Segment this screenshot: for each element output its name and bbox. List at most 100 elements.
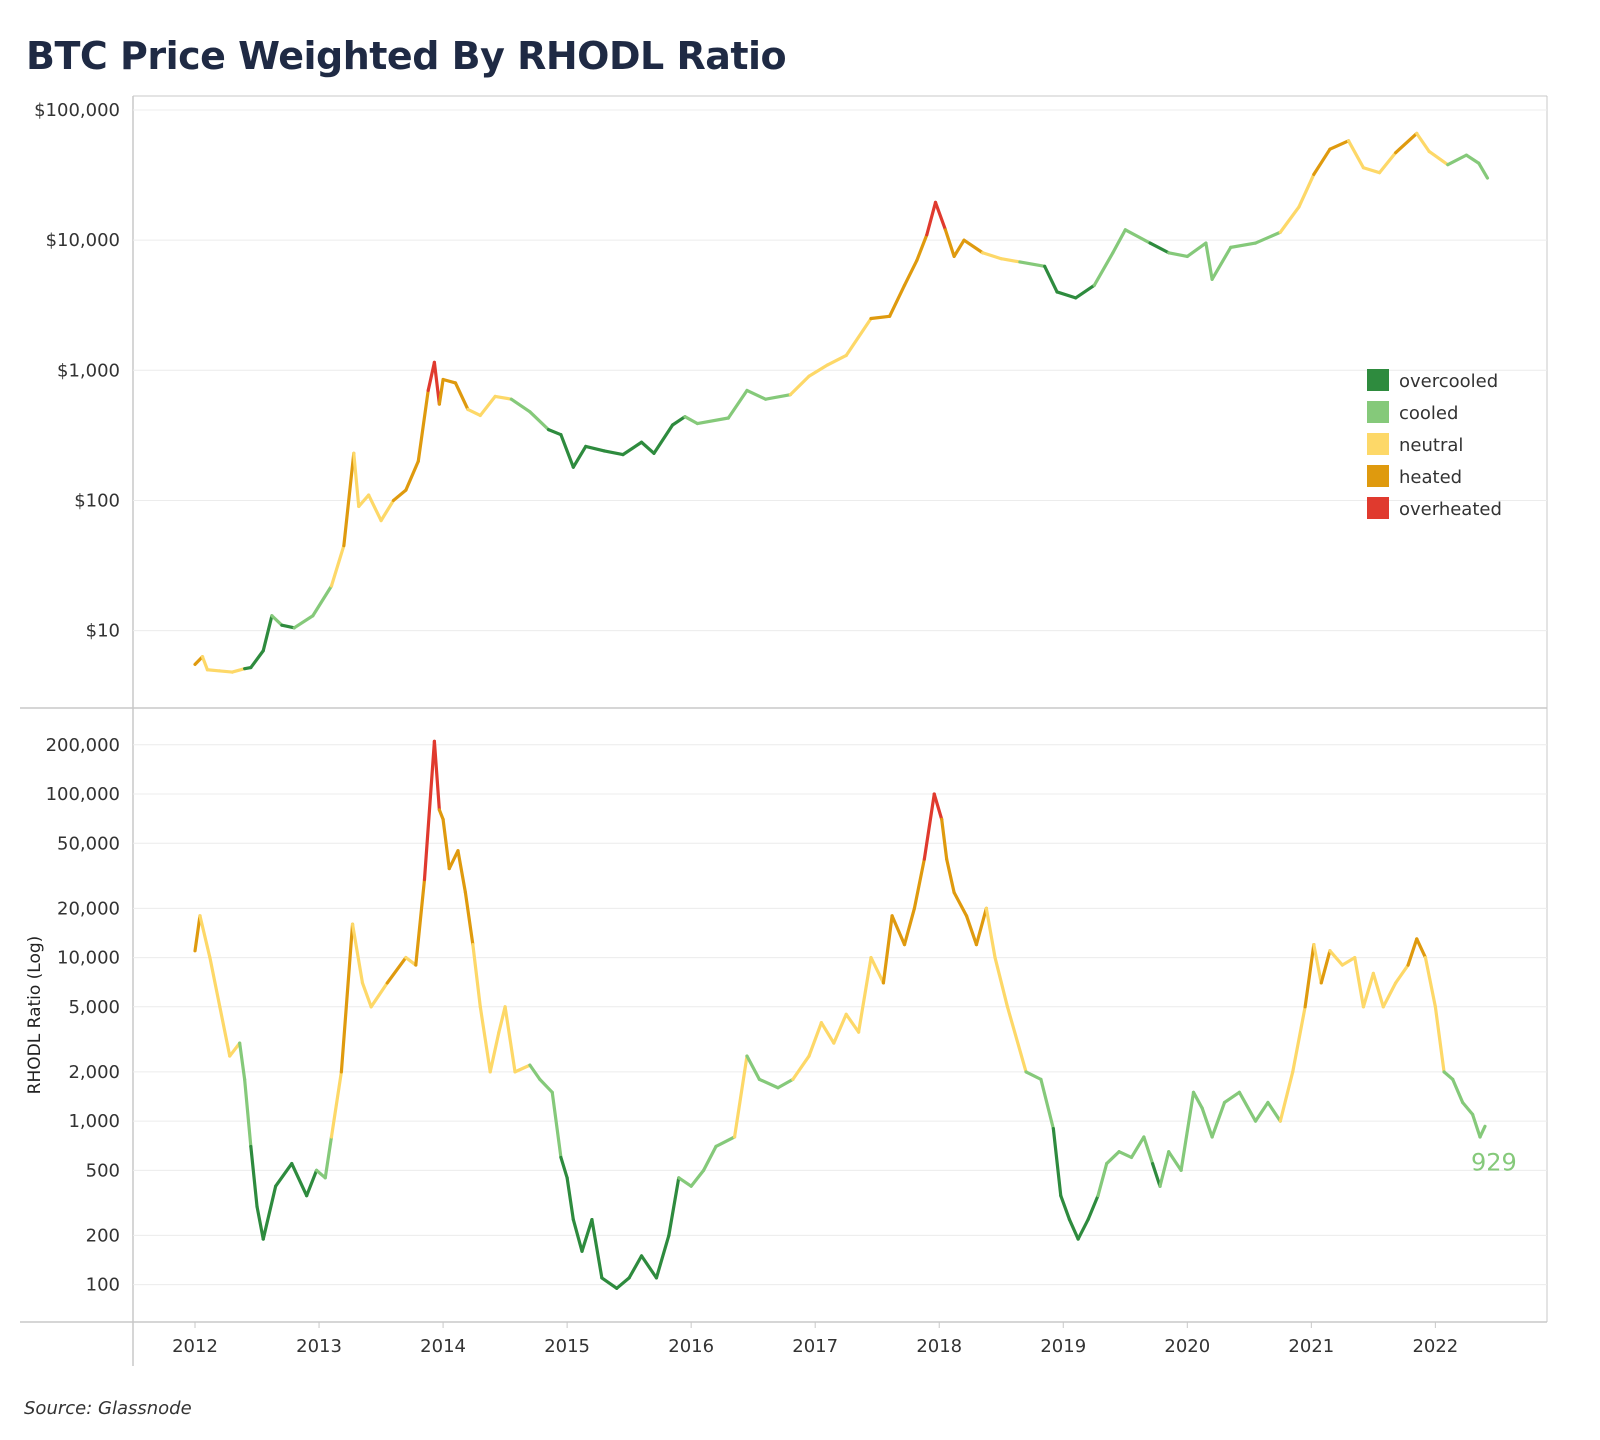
rhodl-line-segment bbox=[432, 739, 441, 812]
price-line-segment bbox=[1346, 139, 1366, 170]
rhodl-line-segment bbox=[1319, 949, 1332, 985]
rhodl-line-segment bbox=[1278, 1070, 1295, 1123]
price-line-segment bbox=[404, 459, 420, 492]
price-line-segment bbox=[933, 200, 948, 232]
rhodl-line-segment bbox=[1129, 1135, 1146, 1160]
rhodl-line-segment bbox=[677, 1176, 693, 1188]
rhodl-line-segment bbox=[274, 1161, 294, 1188]
price-line-segment bbox=[249, 649, 265, 670]
rhodl-line-segment bbox=[791, 1054, 811, 1081]
legend-swatch-cooled bbox=[1367, 401, 1389, 423]
rhodl-line-segment bbox=[993, 955, 1010, 1009]
rhodl-line-segment bbox=[844, 1012, 861, 1034]
price-line-segment bbox=[1148, 241, 1171, 255]
legend-label-overcooled: overcooled bbox=[1399, 371, 1498, 392]
price-line-segment bbox=[546, 428, 563, 437]
price-line-segment bbox=[329, 543, 346, 588]
rhodl-line-segment bbox=[1478, 1124, 1487, 1139]
x-tick-label: 2019 bbox=[1040, 1336, 1086, 1357]
price-line-segment bbox=[453, 381, 470, 412]
price-line-segment bbox=[902, 258, 919, 287]
price-line-segment bbox=[1278, 205, 1301, 234]
price-line-segment bbox=[1018, 260, 1047, 268]
rhodl-line-segment bbox=[1117, 1150, 1134, 1160]
rhodl-y-tick-label: 20,000 bbox=[57, 898, 120, 919]
rhodl-y-tick-label: 200,000 bbox=[46, 735, 120, 756]
rhodl-line-segment bbox=[1222, 1090, 1241, 1105]
rhodl-line-segment bbox=[1086, 1194, 1100, 1222]
rhodl-line-segment bbox=[1303, 943, 1316, 1009]
rhodl-line-segment bbox=[360, 981, 373, 1009]
rhodl-line-segment bbox=[218, 1005, 232, 1058]
price-line-segment bbox=[952, 238, 966, 259]
rhodl-line-segment bbox=[528, 1063, 542, 1081]
rhodl-line-segment bbox=[1451, 1077, 1465, 1105]
rhodl-line-segment bbox=[1433, 1005, 1446, 1074]
rhodl-line-segment bbox=[261, 1184, 278, 1241]
price-line-segment bbox=[1167, 251, 1189, 259]
price-line-segment bbox=[683, 415, 699, 426]
rhodl-line-segment bbox=[488, 1030, 501, 1074]
rhodl-line-segment bbox=[932, 792, 944, 821]
rhodl-line-segment bbox=[437, 808, 445, 821]
price-line-segment bbox=[1477, 161, 1490, 180]
price-line-segment bbox=[1043, 264, 1059, 294]
rhodl-line-segment bbox=[1381, 981, 1398, 1009]
price-line-segment bbox=[915, 233, 929, 262]
rhodl-line-segment bbox=[1051, 1127, 1063, 1198]
rhodl-line-segment bbox=[497, 1005, 507, 1034]
price-line-segment bbox=[670, 415, 687, 427]
rhodl-line-segment bbox=[832, 1012, 848, 1045]
price-line-segment bbox=[1464, 153, 1481, 165]
x-tick-label: 2014 bbox=[420, 1336, 466, 1357]
rhodl-line-segment bbox=[654, 1233, 671, 1280]
rhodl-line-segment bbox=[1361, 971, 1375, 1009]
price-line-segment bbox=[311, 584, 334, 618]
price-line-segment bbox=[1092, 251, 1115, 287]
price-line-segment bbox=[1229, 241, 1258, 249]
rhodl-line-segment bbox=[422, 739, 437, 882]
price-line-segment bbox=[925, 200, 938, 237]
price-line-segment bbox=[230, 667, 247, 674]
price-line-segment bbox=[1328, 139, 1351, 151]
rhodl-line-segment bbox=[1191, 1090, 1204, 1110]
price-line-segment bbox=[205, 668, 222, 673]
rhodl-line-segment bbox=[238, 1041, 247, 1081]
price-line-segment bbox=[639, 440, 656, 455]
price-line-segment bbox=[559, 433, 575, 469]
rhodl-line-segment bbox=[414, 877, 427, 967]
source-note: Source: Glassnode bbox=[24, 1398, 192, 1419]
rhodl-y-tick-label: 100 bbox=[86, 1275, 120, 1296]
price-line-segment bbox=[584, 444, 606, 453]
price-line-segment bbox=[695, 416, 730, 426]
price-line-segment bbox=[962, 238, 985, 255]
rhodl-line-segment bbox=[290, 1161, 309, 1198]
rhodl-line-segment bbox=[314, 1168, 327, 1180]
rhodl-y-axis-label: RHODL Ratio (Log) bbox=[25, 936, 45, 1095]
price-line-segment bbox=[571, 444, 588, 469]
price-line-segment bbox=[357, 493, 371, 509]
rhodl-line-segment bbox=[1371, 971, 1385, 1009]
price-line-segment bbox=[478, 394, 497, 418]
price-line-segment bbox=[788, 374, 811, 397]
rhodl-line-segment bbox=[615, 1276, 631, 1290]
price-line-segment bbox=[493, 394, 513, 401]
rhodl-line-segment bbox=[385, 955, 408, 985]
rhodl-line-segment bbox=[701, 1144, 718, 1172]
price-line-segment bbox=[602, 449, 625, 457]
rhodl-line-segment bbox=[1076, 1217, 1090, 1241]
rhodl-line-segment bbox=[964, 914, 979, 947]
price-y-tick-label: $100,000 bbox=[34, 100, 120, 121]
price-line-segment bbox=[509, 397, 532, 414]
price-line-segment bbox=[1394, 131, 1419, 155]
price-line-segment bbox=[844, 316, 873, 358]
rhodl-line-segment bbox=[447, 849, 460, 871]
price-line-segment bbox=[981, 251, 1003, 261]
price-line-segment bbox=[218, 669, 234, 674]
rhodl-line-segment bbox=[857, 955, 873, 1034]
rhodl-line-segment bbox=[249, 1144, 259, 1209]
rhodl-line-segment bbox=[243, 1077, 253, 1149]
rhodl-line-segment bbox=[478, 1005, 492, 1074]
rhodl-line-segment bbox=[513, 1063, 532, 1074]
legend-label-heated: heated bbox=[1399, 467, 1462, 488]
